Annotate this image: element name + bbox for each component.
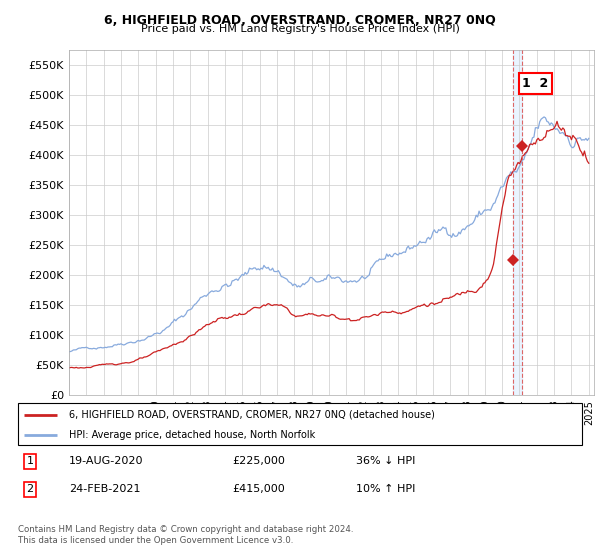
Text: 6, HIGHFIELD ROAD, OVERSTRAND, CROMER, NR27 0NQ: 6, HIGHFIELD ROAD, OVERSTRAND, CROMER, N…: [104, 14, 496, 27]
Text: 19-AUG-2020: 19-AUG-2020: [69, 456, 143, 466]
Text: Contains HM Land Registry data © Crown copyright and database right 2024.
This d: Contains HM Land Registry data © Crown c…: [18, 525, 353, 545]
Text: 6, HIGHFIELD ROAD, OVERSTRAND, CROMER, NR27 0NQ (detached house): 6, HIGHFIELD ROAD, OVERSTRAND, CROMER, N…: [69, 410, 434, 420]
FancyBboxPatch shape: [18, 403, 582, 445]
Text: 1  2: 1 2: [523, 77, 548, 90]
Bar: [513, 50, 521, 395]
Text: 10% ↑ HPI: 10% ↑ HPI: [356, 484, 416, 494]
Text: 24-FEB-2021: 24-FEB-2021: [69, 484, 140, 494]
Text: 2: 2: [26, 484, 34, 494]
Text: £415,000: £415,000: [232, 484, 285, 494]
Text: 36% ↓ HPI: 36% ↓ HPI: [356, 456, 416, 466]
Text: HPI: Average price, detached house, North Norfolk: HPI: Average price, detached house, Nort…: [69, 430, 315, 440]
Text: 1: 1: [26, 456, 34, 466]
Text: £225,000: £225,000: [232, 456, 285, 466]
Text: Price paid vs. HM Land Registry's House Price Index (HPI): Price paid vs. HM Land Registry's House …: [140, 24, 460, 34]
